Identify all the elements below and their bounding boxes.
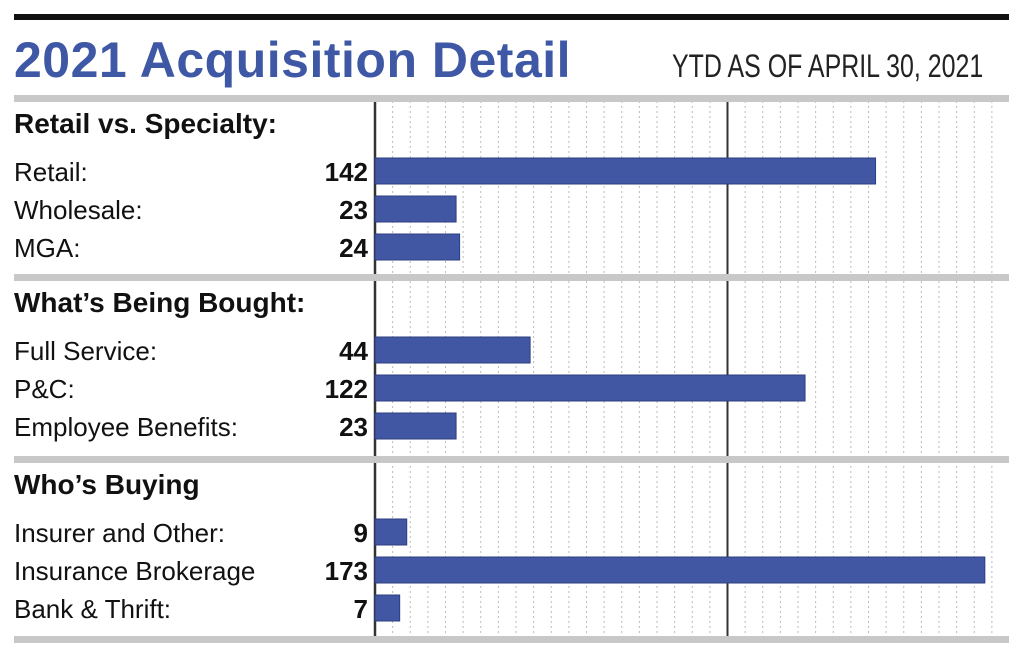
value-label: 7 <box>354 594 368 624</box>
bar <box>374 518 408 546</box>
bar <box>374 412 457 440</box>
value-label: 23 <box>339 412 368 442</box>
value-label: 9 <box>354 518 368 548</box>
bar <box>374 336 531 364</box>
section-separator <box>14 274 1009 281</box>
bar <box>374 233 461 261</box>
group-heading: What’s Being Bought: <box>14 287 305 318</box>
chart-subtitle: YTD AS OF APRIL 30, 2021 <box>672 48 984 84</box>
value-label: 142 <box>325 157 368 187</box>
group-heading: Who’s Buying <box>14 469 200 500</box>
value-label: 122 <box>325 374 368 404</box>
chart-title: 2021 Acquisition Detail <box>14 32 572 88</box>
category-label: MGA: <box>14 233 80 263</box>
category-label: Bank & Thrift: <box>14 594 171 624</box>
value-label: 24 <box>339 233 368 263</box>
category-label: Retail: <box>14 157 88 187</box>
bar <box>374 374 806 402</box>
category-label: Full Service: <box>14 336 157 366</box>
category-label: Insurance Brokerage <box>14 556 255 586</box>
category-label: Insurer and Other: <box>14 518 225 548</box>
category-label: Wholesale: <box>14 195 143 225</box>
top-rule <box>14 14 1009 20</box>
section-separator <box>14 456 1009 463</box>
section-separator <box>14 95 1009 102</box>
value-label: 23 <box>339 195 368 225</box>
bar <box>374 594 401 622</box>
bar <box>374 556 986 584</box>
bar <box>374 157 877 185</box>
category-label: Employee Benefits: <box>14 412 238 442</box>
bar <box>374 195 457 223</box>
value-label: 44 <box>339 336 368 366</box>
value-label: 173 <box>325 556 368 586</box>
section-separator <box>14 636 1009 643</box>
category-label: P&C: <box>14 374 75 404</box>
group-heading: Retail vs. Specialty: <box>14 108 277 139</box>
